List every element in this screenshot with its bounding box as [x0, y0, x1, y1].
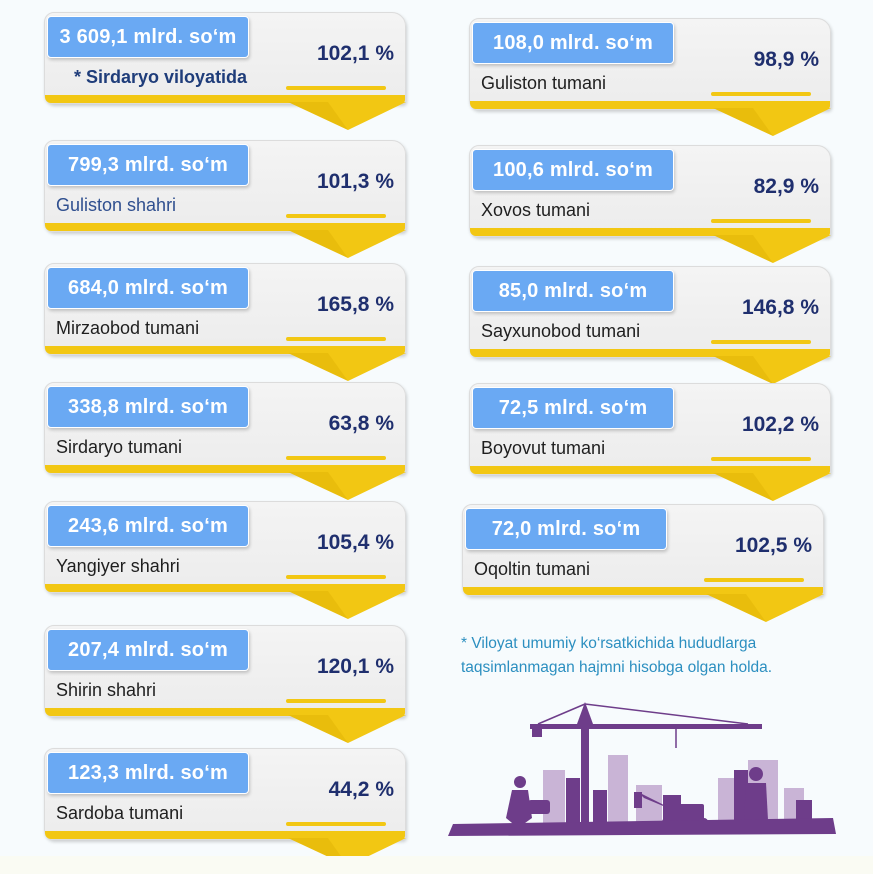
growth-percent: 102,2 % [741, 413, 819, 436]
region-card-sardoba-tumani: 123,3 mlrd. so‘m Sardoba tumani 44,2 % [44, 748, 406, 868]
amount-badge: 684,0 mlrd. so‘m [47, 267, 249, 309]
growth-percent: 44,2 % [328, 778, 394, 801]
ribbon-fold-icon [288, 102, 406, 130]
region-label: Guliston shahri [56, 195, 177, 215]
growth-percent: 63,8 % [328, 412, 394, 435]
growth-percent: 98,9 % [753, 48, 819, 71]
growth-percent: 102,1 % [316, 42, 394, 65]
amount-badge: 123,3 mlrd. so‘m [47, 752, 249, 794]
region-card-mirzaobod-tumani: 684,0 mlrd. so‘m Mirzaobod tumani 165,8 … [44, 263, 406, 383]
growth-percent: 146,8 % [741, 296, 819, 319]
amount-badge: 799,3 mlrd. so‘m [47, 144, 249, 186]
region-label: Oqoltin tumani [474, 559, 591, 579]
region-label: Sardoba tumani [56, 803, 184, 823]
construction-silhouette-icon [448, 702, 836, 836]
growth-percent: 101,3 % [316, 170, 394, 193]
footnote-line-2: taqsimlanmagan hajmni hisobga olgan hold… [461, 659, 773, 676]
ribbon-fold-icon [288, 472, 406, 500]
percent-underline [286, 337, 386, 341]
ribbon-fold-icon [706, 594, 824, 622]
region-label: * Sirdaryo viloyatida [74, 67, 248, 87]
growth-percent: 82,9 % [753, 175, 819, 198]
growth-percent: 120,1 % [316, 655, 394, 678]
percent-underline [286, 822, 386, 826]
region-card-xovos-tumani: 100,6 mlrd. so‘m Xovos tumani 82,9 % [469, 145, 831, 265]
region-label: Sirdaryo tumani [56, 437, 183, 457]
ribbon-fold-icon [713, 356, 831, 384]
region-label: Mirzaobod tumani [56, 318, 200, 338]
percent-underline [286, 214, 386, 218]
region-card-sirdaryo-viloyati: 3 609,1 mlrd. so‘m * Sirdaryo viloyatida… [44, 12, 406, 132]
amount-badge: 243,6 mlrd. so‘m [47, 505, 249, 547]
region-card-guliston-tumani: 108,0 mlrd. so‘m Guliston tumani 98,9 % [469, 18, 831, 138]
region-label: Boyovut tumani [481, 438, 606, 458]
region-card-guliston-shahri: 799,3 mlrd. so‘m Guliston shahri 101,3 % [44, 140, 406, 260]
percent-underline [286, 86, 386, 90]
region-card-oqoltin-tumani: 72,0 mlrd. so‘m Oqoltin tumani 102,5 % [462, 504, 824, 624]
percent-underline [711, 219, 811, 223]
growth-percent: 165,8 % [316, 293, 394, 316]
ribbon-fold-icon [713, 108, 831, 136]
ribbon-fold-icon [288, 230, 406, 258]
amount-badge: 207,4 mlrd. so‘m [47, 629, 249, 671]
region-card-yangiyer-shahri: 243,6 mlrd. so‘m Yangiyer shahri 105,4 % [44, 501, 406, 621]
amount-badge: 108,0 mlrd. so‘m [472, 22, 674, 64]
region-label: Xovos tumani [481, 200, 591, 220]
amount-badge: 3 609,1 mlrd. so‘m [47, 16, 249, 58]
ribbon-fold-icon [713, 473, 831, 501]
amount-badge: 72,5 mlrd. so‘m [472, 387, 674, 429]
growth-percent: 105,4 % [316, 531, 394, 554]
percent-underline [711, 92, 811, 96]
percent-underline [286, 575, 386, 579]
region-label: Sayxunobod tumani [481, 321, 641, 341]
footnote-line-1: * Viloyat umumiy ko‘rsatkichida hududlar… [461, 635, 757, 652]
region-card-sayxunobod-tumani: 85,0 mlrd. so‘m Sayxunobod tumani 146,8 … [469, 266, 831, 386]
bottom-strip [0, 856, 873, 874]
ribbon-fold-icon [288, 715, 406, 743]
ribbon-fold-icon [288, 591, 406, 619]
region-label: Guliston tumani [481, 73, 607, 93]
footnote: * Viloyat umumiy ko‘rsatkichida hududlar… [461, 632, 861, 680]
region-card-sirdaryo-tumani: 338,8 mlrd. so‘m Sirdaryo tumani 63,8 % [44, 382, 406, 502]
percent-underline [711, 457, 811, 461]
amount-badge: 72,0 mlrd. so‘m [465, 508, 667, 550]
percent-underline [286, 699, 386, 703]
region-card-shirin-shahri: 207,4 mlrd. so‘m Shirin shahri 120,1 % [44, 625, 406, 745]
percent-underline [704, 578, 804, 582]
percent-underline [286, 456, 386, 460]
amount-badge: 100,6 mlrd. so‘m [472, 149, 674, 191]
ribbon-fold-icon [713, 235, 831, 263]
percent-underline [711, 340, 811, 344]
ribbon-fold-icon [288, 353, 406, 381]
region-label: Yangiyer shahri [56, 556, 180, 576]
amount-badge: 85,0 mlrd. so‘m [472, 270, 674, 312]
growth-percent: 102,5 % [734, 534, 812, 557]
region-label: Shirin shahri [56, 680, 157, 700]
region-card-boyovut-tumani: 72,5 mlrd. so‘m Boyovut tumani 102,2 % [469, 383, 831, 503]
amount-badge: 338,8 mlrd. so‘m [47, 386, 249, 428]
